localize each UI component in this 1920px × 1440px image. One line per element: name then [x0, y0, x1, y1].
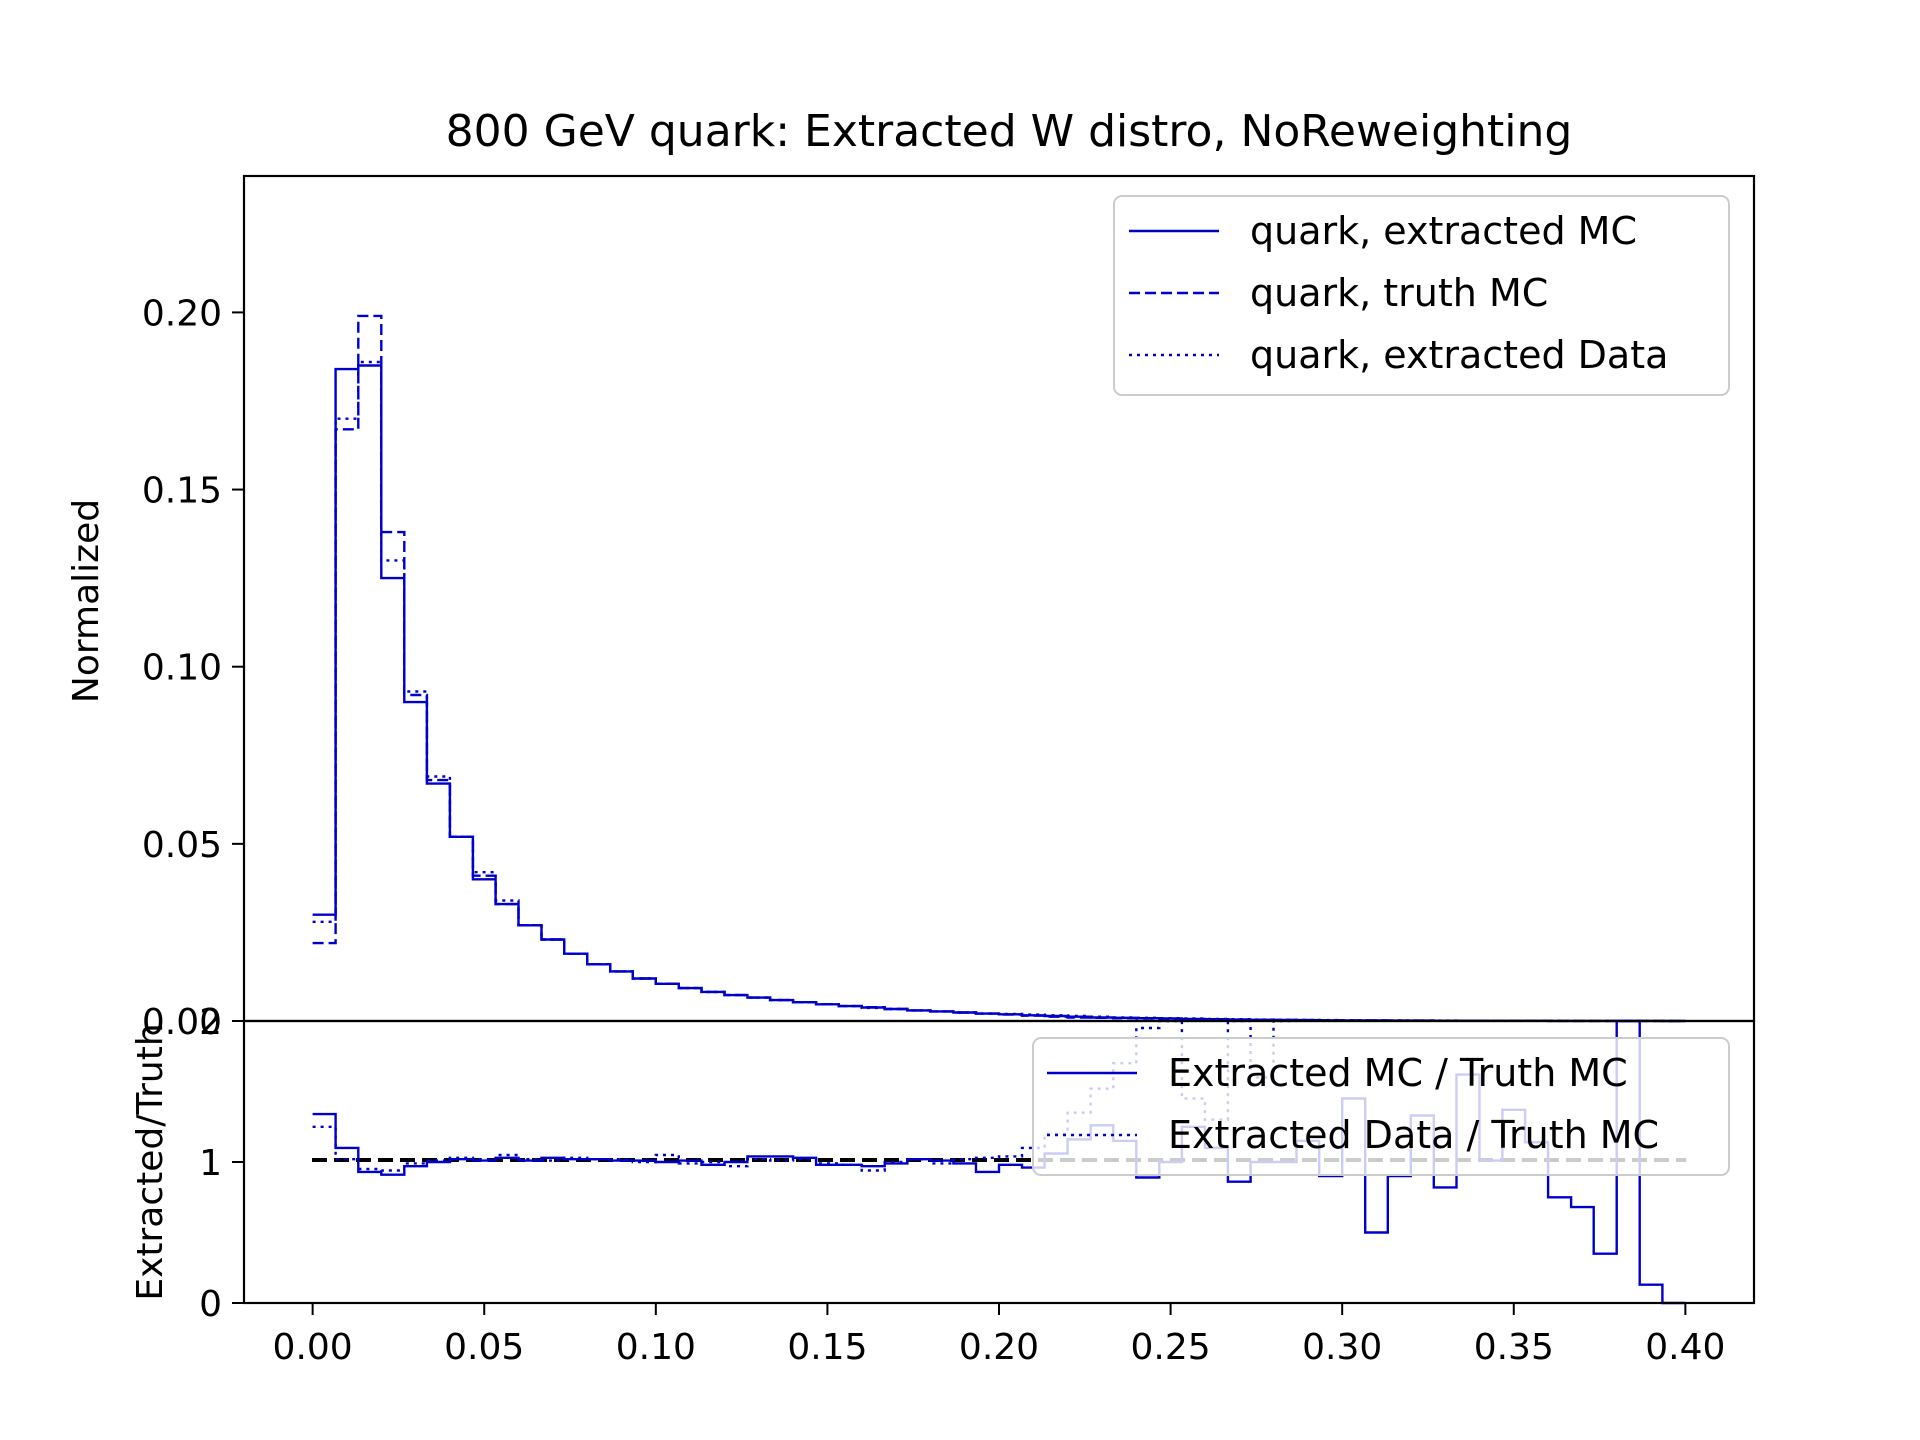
legend-label-truth-mc: quark, truth MC: [1250, 271, 1548, 315]
ratio-series-line-1: [312, 1019, 1297, 1172]
ratio-y-tick-label: 0: [199, 1284, 222, 1325]
ratio-x-ticks: 0.00 0.05 0.10 0.15 0.20 0.25 0.30 0.35 0.40: [273, 1303, 1725, 1368]
main-y-tick-label: 0.20: [142, 293, 222, 334]
main-y-axis-label: Normalized: [66, 499, 107, 703]
main-y-tick-label: 0.15: [142, 471, 222, 512]
ratio-x-tick-label: 0.35: [1474, 1327, 1554, 1368]
ratio-x-tick-label: 0.30: [1302, 1327, 1382, 1368]
main-series-group: [312, 314, 1686, 1023]
main-y-tick-label: 0.05: [142, 825, 222, 866]
ratio-y-tick-label: 1: [199, 1143, 222, 1184]
legend-label-data-ratio: Extracted Data / Truth MC: [1168, 1113, 1659, 1157]
ratio-x-tick-label: 0.20: [959, 1327, 1039, 1368]
legend-label-mc-ratio: Extracted MC / Truth MC: [1168, 1051, 1628, 1095]
ratio-legend[interactable]: Extracted MC / Truth MC Extracted Data /…: [1032, 1037, 1730, 1176]
main-series-line-1: [312, 314, 1686, 1023]
ratio-y-ticks: 0 1 2: [199, 1002, 244, 1325]
chart-title: 800 GeV quark: Extracted W distro, NoRew…: [446, 106, 1573, 157]
main-legend-box: [1113, 195, 1730, 396]
ratio-x-tick-label: 0.25: [1131, 1327, 1211, 1368]
ratio-x-tick-label: 0.10: [616, 1327, 696, 1368]
ratio-y-axis-label: Extracted/Truth: [130, 1023, 171, 1300]
ratio-x-tick-label: 0.40: [1645, 1327, 1725, 1368]
legend-label-extracted-mc: quark, extracted MC: [1250, 209, 1637, 253]
ratio-x-tick-label: 0.00: [273, 1327, 353, 1368]
legend-label-extracted-data: quark, extracted Data: [1250, 333, 1668, 377]
ratio-panel: 0 1 2 0.00 0.05 0.10 0.15 0.20 0.25 0.30 0.35 0.40…: [130, 1002, 1756, 1368]
main-y-tick-label: 0.10: [142, 648, 222, 689]
main-y-tick-label: 0.00: [142, 1002, 222, 1043]
main-series-line-0: [312, 364, 1686, 1023]
main-y-ticks: 0.00 0.05 0.10 0.15 0.20: [142, 293, 244, 1043]
main-legend[interactable]: quark, extracted MC quark, truth MC quar…: [1113, 195, 1730, 396]
ratio-y-tick-label: 2: [199, 1002, 222, 1043]
main-panel: 0.00 0.05 0.10 0.15 0.20 Normalized quark, e…: [66, 174, 1756, 1043]
ratio-x-tick-label: 0.05: [444, 1327, 524, 1368]
ratio-x-tick-label: 0.15: [787, 1327, 867, 1368]
ratio-legend-box: [1032, 1037, 1730, 1176]
